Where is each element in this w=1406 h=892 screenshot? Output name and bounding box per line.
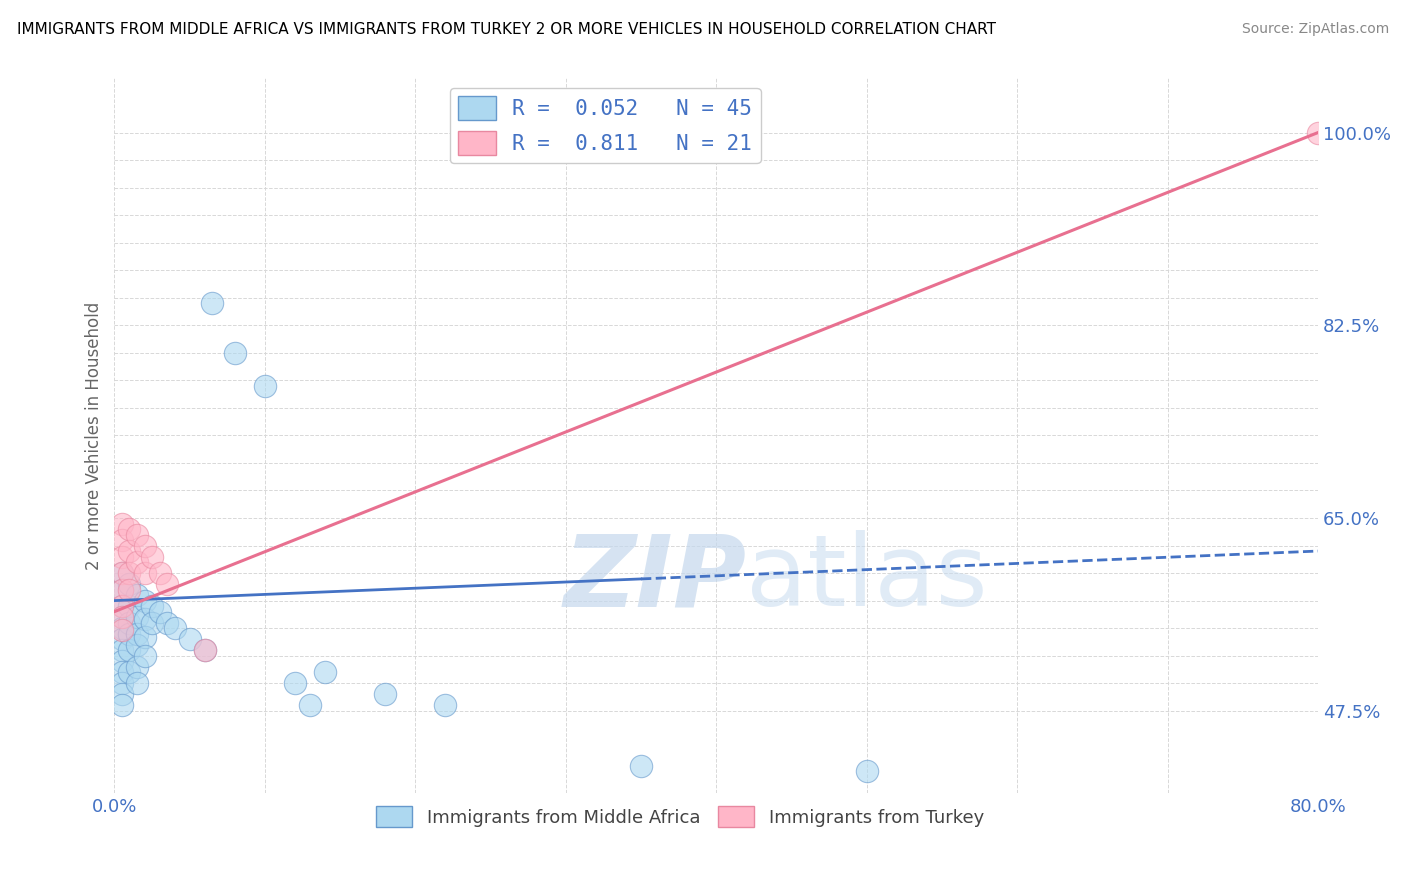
Point (111, 582, 134, 597)
Point (134, 593, 156, 607)
Point (134, 612, 156, 626)
Y-axis label: 2 or more Vehicles in Household: 2 or more Vehicles in Household (86, 301, 103, 569)
Point (134, 630, 156, 644)
Point (125, 527, 148, 541)
Point (855, 764, 877, 779)
Point (111, 665, 134, 680)
Point (118, 643, 141, 657)
Point (434, 698, 457, 713)
Point (118, 544, 141, 558)
Text: IMMIGRANTS FROM MIDDLE AFRICA VS IMMIGRANTS FROM TURKEY 2 OR MORE VEHICLES IN HO: IMMIGRANTS FROM MIDDLE AFRICA VS IMMIGRA… (17, 22, 995, 37)
Point (118, 615, 141, 630)
Point (111, 533, 134, 547)
Point (194, 643, 217, 657)
Point (118, 665, 141, 680)
Text: atlas: atlas (747, 530, 988, 627)
Point (118, 599, 141, 613)
Point (134, 648, 156, 663)
Point (314, 665, 336, 680)
Point (111, 632, 134, 647)
Point (156, 615, 179, 630)
Point (253, 379, 276, 393)
Point (298, 698, 321, 713)
Point (125, 659, 148, 673)
Point (111, 698, 134, 713)
Point (111, 549, 134, 564)
Point (125, 676, 148, 690)
Point (125, 555, 148, 569)
Point (111, 610, 134, 624)
Text: ZIP: ZIP (564, 530, 747, 627)
Point (125, 588, 148, 602)
Point (148, 566, 170, 580)
Point (111, 599, 134, 613)
Text: Source: ZipAtlas.com: Source: ZipAtlas.com (1241, 22, 1389, 37)
Point (111, 654, 134, 668)
Point (111, 599, 134, 613)
Point (111, 566, 134, 580)
Point (125, 626, 148, 640)
Point (111, 687, 134, 701)
Point (111, 643, 134, 657)
Point (111, 516, 134, 531)
Point (118, 626, 141, 640)
Point (111, 582, 134, 597)
Point (111, 621, 134, 635)
Point (118, 577, 141, 591)
Point (111, 610, 134, 624)
Point (374, 687, 396, 701)
Point (125, 638, 148, 652)
Point (125, 610, 148, 624)
Point (156, 577, 179, 591)
Point (141, 549, 163, 564)
Point (118, 566, 141, 580)
Point (118, 522, 141, 536)
Point (163, 621, 186, 635)
Point (118, 582, 141, 597)
Point (141, 599, 163, 613)
Point (134, 566, 156, 580)
Point (630, 759, 652, 773)
Point (1308, 126, 1330, 140)
Point (111, 566, 134, 580)
Point (111, 676, 134, 690)
Point (201, 296, 224, 310)
Point (141, 615, 163, 630)
Point (284, 676, 307, 690)
Legend: Immigrants from Middle Africa, Immigrants from Turkey: Immigrants from Middle Africa, Immigrant… (368, 799, 991, 834)
Point (148, 605, 170, 619)
Point (224, 346, 246, 360)
Point (179, 632, 201, 647)
Point (111, 624, 134, 638)
Point (134, 539, 156, 553)
Point (194, 643, 217, 657)
